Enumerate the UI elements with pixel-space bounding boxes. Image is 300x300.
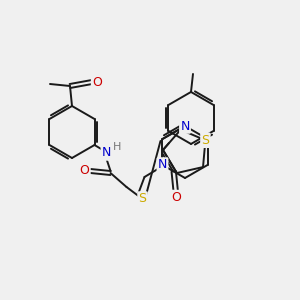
Text: N: N (102, 146, 111, 160)
Text: N: N (158, 158, 167, 172)
Text: O: O (80, 164, 89, 178)
Text: N: N (180, 119, 190, 133)
Text: O: O (92, 76, 102, 88)
Text: H: H (113, 142, 122, 152)
Text: O: O (171, 191, 181, 204)
Text: S: S (201, 134, 209, 147)
Text: S: S (139, 193, 146, 206)
